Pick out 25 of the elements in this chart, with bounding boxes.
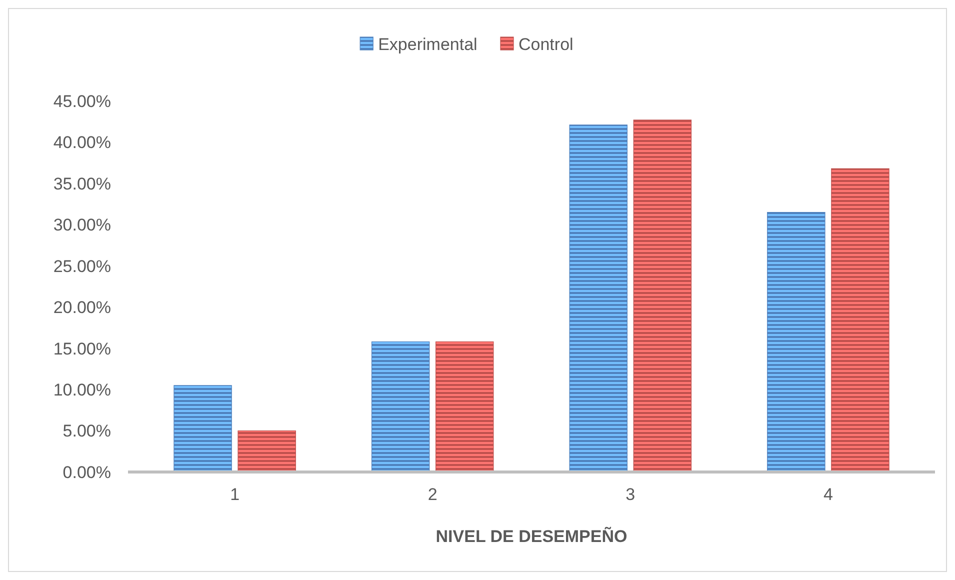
bar — [831, 168, 890, 472]
x-tick-label: 2 — [428, 485, 438, 504]
y-tick-label: 15.00% — [53, 339, 111, 358]
bar — [633, 120, 692, 472]
y-tick-label: 25.00% — [53, 256, 111, 276]
bar — [238, 430, 296, 472]
x-tick-label: 3 — [626, 485, 636, 504]
x-tick-label: 1 — [230, 485, 240, 504]
y-tick-label: 10.00% — [53, 380, 111, 400]
x-tick-label: 4 — [823, 485, 833, 504]
bar — [371, 341, 430, 472]
legend-label: Control — [518, 35, 574, 54]
y-tick-label: 40.00% — [53, 133, 111, 152]
y-tick-label: 45.00% — [53, 92, 111, 111]
bar — [767, 212, 826, 472]
y-tick-label: 5.00% — [62, 422, 111, 441]
y-tick-label: 20.00% — [53, 298, 111, 318]
y-tick-label: 0.00% — [62, 462, 111, 482]
y-tick-label: 30.00% — [53, 216, 111, 235]
y-tick-label: 35.00% — [53, 174, 111, 194]
x-axis-title: NIVEL DE DESEMPEÑO — [436, 526, 628, 546]
bar — [174, 385, 232, 472]
legend-label: Experimental — [378, 35, 478, 54]
bar — [569, 124, 628, 472]
bar — [436, 341, 494, 472]
